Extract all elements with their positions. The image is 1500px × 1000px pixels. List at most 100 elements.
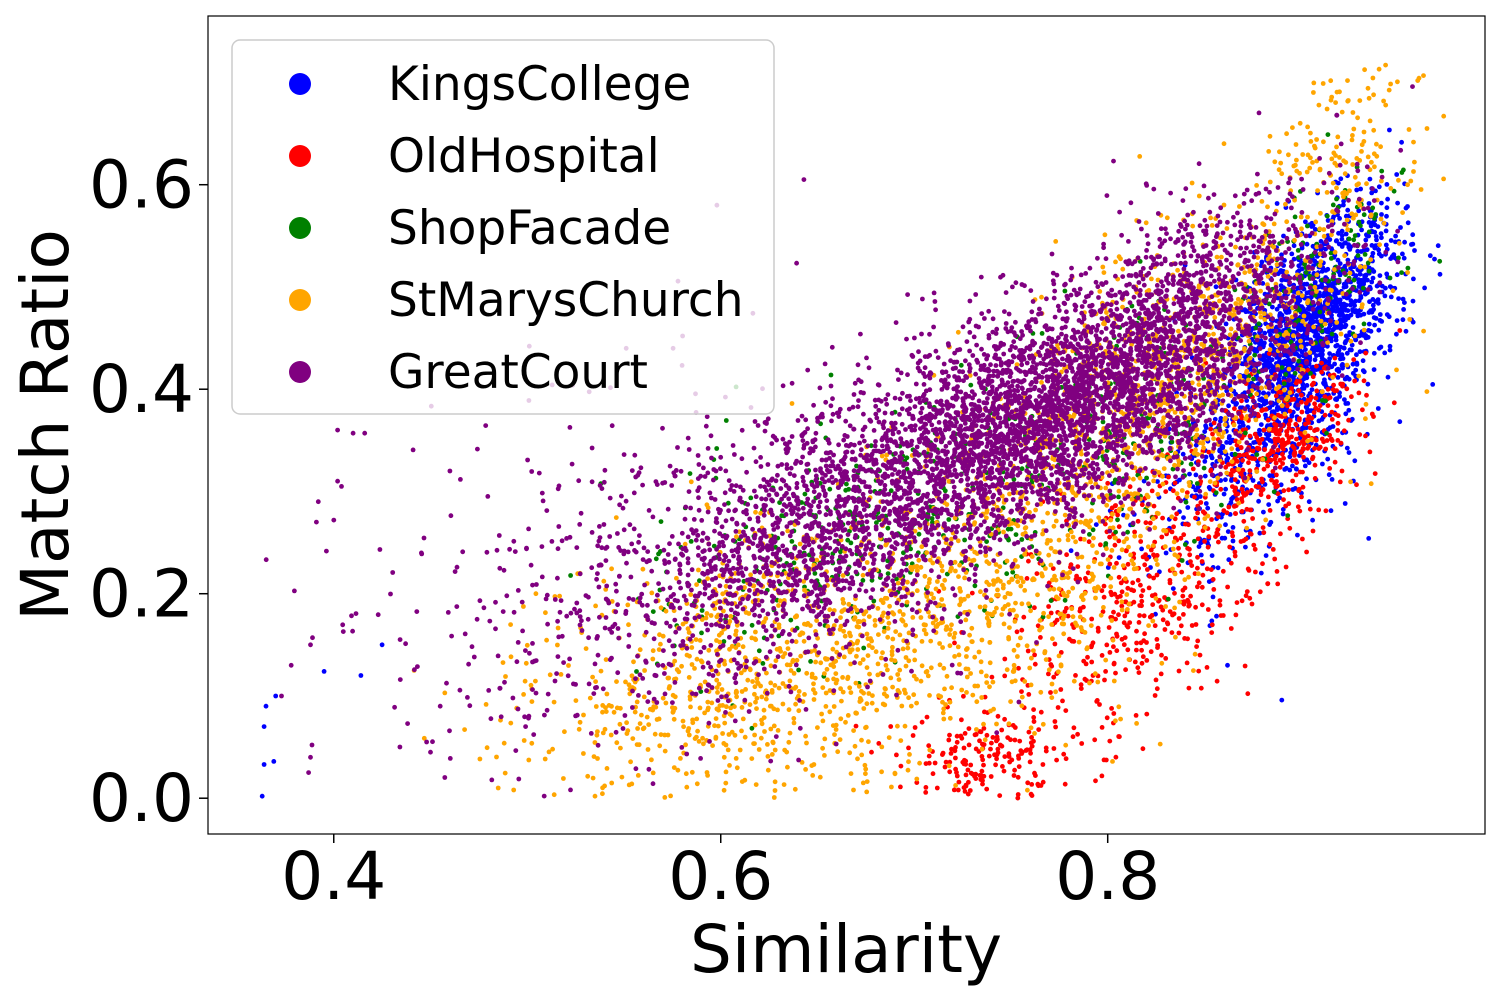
data-point-KingsCollege	[1356, 277, 1361, 282]
data-point-StMarysChurch	[581, 712, 586, 718]
data-point-StMarysChurch	[714, 677, 720, 683]
data-point-StMarysChurch	[996, 592, 1001, 598]
data-point-OldHospital	[1135, 577, 1141, 583]
data-point-OldHospital	[942, 764, 948, 770]
data-point-StMarysChurch	[508, 720, 514, 726]
data-point-StMarysChurch	[626, 782, 632, 788]
data-point-ShopFacade	[845, 537, 851, 543]
data-point-StMarysChurch	[870, 645, 875, 651]
data-point-StMarysChurch	[848, 690, 854, 695]
data-point-StMarysChurch	[1076, 639, 1082, 645]
data-point-StMarysChurch	[749, 756, 755, 761]
data-point-StMarysChurch	[885, 626, 891, 631]
data-point-StMarysChurch	[895, 688, 901, 693]
data-point-OldHospital	[1046, 671, 1051, 677]
data-point-OldHospital	[1038, 709, 1044, 715]
data-point-OldHospital	[1312, 401, 1317, 407]
data-point-StMarysChurch	[1028, 725, 1034, 731]
data-point-StMarysChurch	[851, 787, 856, 793]
data-point-OldHospital	[979, 768, 985, 774]
data-point-KingsCollege	[1203, 501, 1209, 506]
data-point-OldHospital	[1151, 575, 1156, 581]
data-point-StMarysChurch	[881, 691, 887, 697]
data-point-OldHospital	[963, 758, 969, 764]
data-point-OldHospital	[1155, 643, 1161, 648]
data-point-OldHospital	[1143, 552, 1148, 557]
data-point-StMarysChurch	[978, 669, 984, 675]
data-point-ShopFacade	[1328, 250, 1334, 256]
data-point-ShopFacade	[885, 571, 891, 576]
data-point-StMarysChurch	[967, 632, 972, 638]
data-point-OldHospital	[1090, 640, 1096, 646]
data-point-ShopFacade	[1308, 371, 1313, 376]
data-point-KingsCollege	[1432, 256, 1437, 262]
data-point-OldHospital	[990, 735, 996, 740]
data-point-ShopFacade	[568, 573, 573, 578]
data-point-KingsCollege	[1359, 227, 1364, 233]
data-point-OldHospital	[1104, 642, 1110, 648]
data-point-StMarysChurch	[501, 740, 507, 746]
data-point-StMarysChurch	[577, 719, 583, 725]
data-point-OldHospital	[1334, 403, 1340, 409]
data-point-ShopFacade	[756, 648, 762, 654]
data-point-StMarysChurch	[758, 735, 764, 741]
data-point-StMarysChurch	[1062, 512, 1068, 518]
data-point-OldHospital	[1063, 708, 1069, 713]
data-point-ShopFacade	[1351, 237, 1357, 243]
data-point-KingsCollege	[1350, 325, 1356, 330]
data-point-StMarysChurch	[838, 615, 843, 620]
data-point-OldHospital	[1312, 446, 1317, 451]
data-point-OldHospital	[1122, 635, 1128, 640]
data-point-StMarysChurch	[860, 657, 866, 662]
data-point-StMarysChurch	[555, 625, 561, 631]
data-point-OldHospital	[1240, 490, 1246, 496]
data-point-StMarysChurch	[1008, 699, 1013, 704]
data-point-OldHospital	[1055, 705, 1061, 710]
data-point-OldHospital	[1160, 515, 1165, 521]
data-point-StMarysChurch	[861, 706, 867, 711]
data-point-StMarysChurch	[604, 691, 610, 697]
data-point-KingsCollege	[1181, 515, 1186, 520]
data-point-KingsCollege	[1383, 285, 1388, 291]
data-point-StMarysChurch	[688, 592, 694, 597]
data-point-KingsCollege	[1263, 362, 1269, 368]
data-point-OldHospital	[959, 717, 964, 723]
data-point-StMarysChurch	[827, 607, 833, 613]
data-point-OldHospital	[1295, 504, 1301, 510]
data-point-StMarysChurch	[777, 598, 783, 604]
data-point-OldHospital	[1119, 589, 1125, 595]
data-point-StMarysChurch	[776, 603, 781, 608]
data-point-StMarysChurch	[885, 667, 890, 673]
data-point-OldHospital	[1187, 552, 1193, 558]
data-point-OldHospital	[1193, 604, 1198, 610]
data-point-KingsCollege	[1290, 487, 1296, 492]
data-point-StMarysChurch	[854, 624, 860, 629]
data-point-KingsCollege	[1205, 505, 1211, 511]
data-point-KingsCollege	[1293, 466, 1299, 472]
data-point-OldHospital	[1286, 501, 1292, 507]
data-point-OldHospital	[953, 755, 958, 761]
data-point-OldHospital	[1235, 491, 1241, 497]
data-point-StMarysChurch	[890, 644, 895, 650]
data-point-OldHospital	[1108, 589, 1114, 595]
data-point-StMarysChurch	[684, 784, 690, 790]
data-point-OldHospital	[1226, 504, 1232, 510]
data-point-OldHospital	[1127, 484, 1133, 490]
data-point-KingsCollege	[1284, 359, 1290, 364]
data-point-StMarysChurch	[984, 579, 990, 585]
data-point-StMarysChurch	[889, 652, 895, 658]
data-point-OldHospital	[1265, 581, 1271, 586]
data-point-OldHospital	[1014, 629, 1020, 635]
data-point-OldHospital	[1114, 648, 1120, 654]
data-point-OldHospital	[1171, 524, 1176, 530]
data-point-OldHospital	[1301, 454, 1306, 460]
data-point-OldHospital	[1243, 593, 1249, 599]
data-point-StMarysChurch	[903, 622, 908, 628]
data-point-StMarysChurch	[658, 641, 663, 647]
data-point-StMarysChurch	[905, 645, 911, 651]
data-point-StMarysChurch	[787, 730, 793, 736]
data-point-StMarysChurch	[823, 704, 829, 709]
data-point-OldHospital	[1214, 530, 1220, 536]
data-point-OldHospital	[961, 693, 966, 699]
data-point-StMarysChurch	[704, 611, 710, 616]
